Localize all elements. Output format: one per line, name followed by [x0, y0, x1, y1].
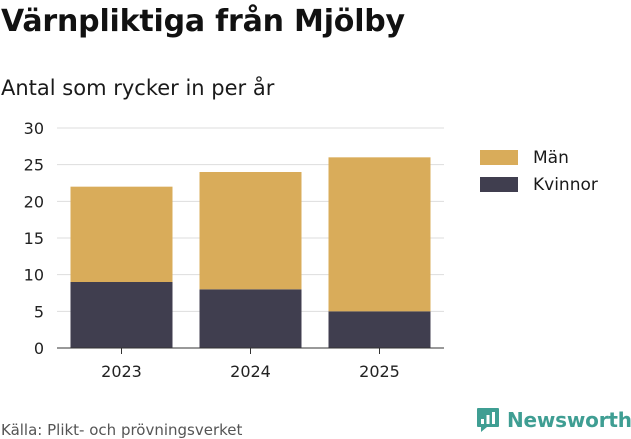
- y-tick-label: 10: [24, 266, 44, 285]
- newsworthy-logo: Newsworthy: [476, 407, 631, 433]
- y-tick-label: 5: [34, 302, 44, 321]
- newsworthy-logo-icon: [477, 408, 499, 432]
- x-tick-label: 2023: [101, 362, 142, 381]
- legend-label: Kvinnor: [533, 175, 598, 195]
- legend-swatch-2: [480, 177, 518, 192]
- y-tick-label: 25: [24, 156, 44, 175]
- bar-kvinnor-2024: [199, 289, 302, 348]
- bar-kvinnor-2023: [70, 282, 173, 348]
- bar-man-2025: [328, 157, 431, 312]
- chart-title: Värnpliktiga från Mjölby: [1, 4, 405, 39]
- y-tick-label: 30: [24, 119, 44, 138]
- bar-man-2024: [199, 172, 302, 290]
- y-tick-label: 20: [24, 192, 44, 211]
- y-tick-label: 15: [24, 229, 44, 248]
- legend-label: Män: [533, 148, 569, 168]
- bar-kvinnor-2025: [328, 311, 431, 348]
- bar-man-2023: [70, 186, 173, 282]
- legend-swatch-1: [480, 150, 518, 165]
- source-note: Källa: Plikt- och prövningsverket: [1, 421, 243, 439]
- x-tick-label: 2024: [230, 362, 271, 381]
- brand-name: Newsworthy: [507, 408, 631, 432]
- chart-subtitle: Antal som rycker in per år: [1, 76, 275, 100]
- x-tick-label: 2025: [359, 362, 400, 381]
- y-tick-label: 0: [34, 339, 44, 358]
